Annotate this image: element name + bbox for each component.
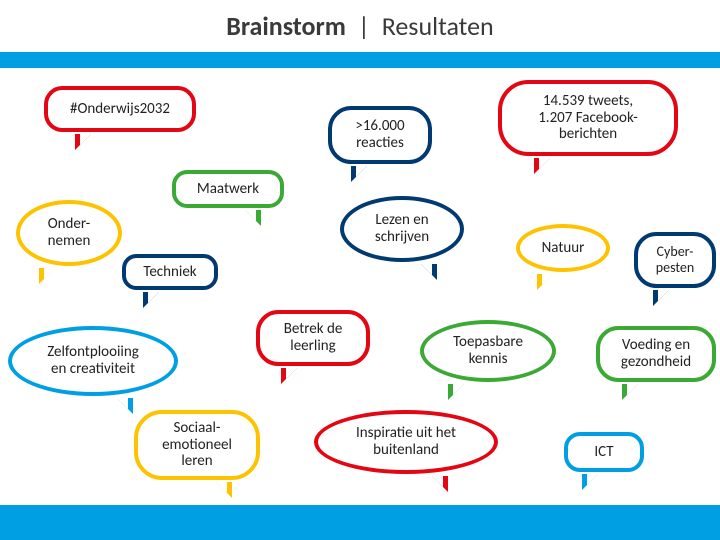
bubble-lezen: Lezen enschrijven (340, 196, 464, 262)
bubble-cyberpesten-text: Cyber-pesten (656, 244, 695, 275)
bubble-inspiratie: Inspiratie uit hetbuitenland (314, 410, 498, 474)
bubble-onderwijs2032: #Onderwijs2032 (44, 86, 196, 132)
bubble-voeding-text: Voeding engezondheid (621, 337, 691, 371)
title-separator: | (352, 10, 376, 42)
bubble-zelfontplooiing-text: Zelfontplooiingen creativiteit (47, 344, 139, 378)
slide: Brainstorm | Resultaten #Onderwijs2032 >1… (0, 0, 720, 540)
bubble-zelfontplooiing: Zelfontplooiingen creativiteit (8, 326, 178, 396)
bubble-betrek-text: Betrek deleerling (284, 321, 343, 355)
bubble-ict-text: ICT (594, 444, 613, 461)
bubble-lezen-text: Lezen enschrijven (375, 212, 429, 246)
bubble-natuur: Natuur (516, 224, 610, 272)
bubble-tweets-text: 14.539 tweets,1.207 Facebook-berichten (538, 93, 638, 143)
bubble-sociaal-text: Sociaal-emotioneelleren (162, 420, 232, 470)
bubble-cyberpesten: Cyber-pesten (634, 232, 716, 288)
bubble-voeding: Voeding engezondheid (596, 326, 716, 382)
accent-band-top (0, 52, 720, 68)
bubble-toepasbare-text: Toepasbarekennis (453, 334, 523, 368)
bubble-reacties: >16.000reacties (328, 106, 432, 164)
bubble-natuur-text: Natuur (542, 240, 585, 257)
bubble-techniek: Techniek (122, 254, 218, 290)
bubble-ondernemen-text: Onder-nemen (48, 216, 91, 250)
bubble-techniek-text: Techniek (143, 264, 196, 281)
bubble-toepasbare: Toepasbarekennis (420, 320, 556, 382)
bubble-ondernemen: Onder-nemen (16, 200, 122, 266)
bubble-betrek: Betrek deleerling (256, 310, 370, 366)
accent-band-bottom (0, 505, 720, 540)
bubble-maatwerk: Maatwerk (172, 170, 284, 208)
title-bar: Brainstorm | Resultaten (0, 0, 720, 52)
title-bold: Brainstorm (226, 10, 346, 42)
bubble-maatwerk-text: Maatwerk (197, 181, 259, 198)
bubble-ict: ICT (564, 432, 644, 472)
bubble-reacties-text: >16.000reacties (355, 118, 404, 152)
bubble-sociaal: Sociaal-emotioneelleren (134, 410, 260, 480)
bubble-tweets: 14.539 tweets,1.207 Facebook-berichten (498, 80, 678, 156)
title-rest: Resultaten (382, 10, 494, 42)
bubble-onderwijs2032-text: #Onderwijs2032 (70, 101, 170, 118)
bubble-inspiratie-text: Inspiratie uit hetbuitenland (356, 425, 456, 459)
